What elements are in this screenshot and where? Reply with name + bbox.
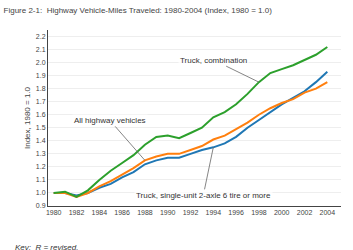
svg-text:Figure 2-1: Highway Vehicle-M: Figure 2-1: Highway Vehicle-Miles Travel… (4, 6, 273, 15)
svg-text:1982: 1982 (69, 209, 85, 216)
svg-text:All highway vehicles: All highway vehicles (74, 116, 146, 125)
svg-text:Truck, combination: Truck, combination (180, 56, 247, 65)
svg-text:Truck, single-unit 2-axle 6 ti: Truck, single-unit 2-axle 6 tire or more (136, 191, 271, 200)
svg-text:1.0: 1.0 (36, 189, 46, 196)
svg-text:1998: 1998 (251, 209, 267, 216)
svg-text:1.4: 1.4 (36, 137, 46, 144)
svg-text:2004: 2004 (320, 209, 336, 216)
svg-text:1.2: 1.2 (36, 163, 46, 170)
svg-text:1.9: 1.9 (36, 72, 46, 79)
svg-text:1.3: 1.3 (36, 150, 46, 157)
svg-text:2002: 2002 (297, 209, 313, 216)
svg-text:1990: 1990 (160, 209, 176, 216)
svg-text:1.6: 1.6 (36, 111, 46, 118)
svg-text:Key: R = revised.: Key: R = revised. (15, 243, 78, 250)
svg-text:1.1: 1.1 (36, 176, 46, 183)
svg-text:1994: 1994 (206, 209, 222, 216)
svg-text:1986: 1986 (114, 209, 130, 216)
svg-text:2.2: 2.2 (36, 33, 46, 40)
svg-text:0.9: 0.9 (36, 202, 46, 209)
svg-text:1980: 1980 (46, 209, 62, 216)
svg-text:1996: 1996 (228, 209, 244, 216)
svg-text:1992: 1992 (183, 209, 199, 216)
svg-text:1988: 1988 (137, 209, 153, 216)
svg-text:2.1: 2.1 (36, 46, 46, 53)
svg-text:1.8: 1.8 (36, 85, 46, 92)
svg-text:Index, 1980 = 1.0: Index, 1980 = 1.0 (23, 86, 32, 149)
svg-text:1.5: 1.5 (36, 124, 46, 131)
svg-text:1984: 1984 (92, 209, 108, 216)
svg-text:2.0: 2.0 (36, 59, 46, 66)
svg-text:1.7: 1.7 (36, 98, 46, 105)
svg-text:2000: 2000 (274, 209, 290, 216)
